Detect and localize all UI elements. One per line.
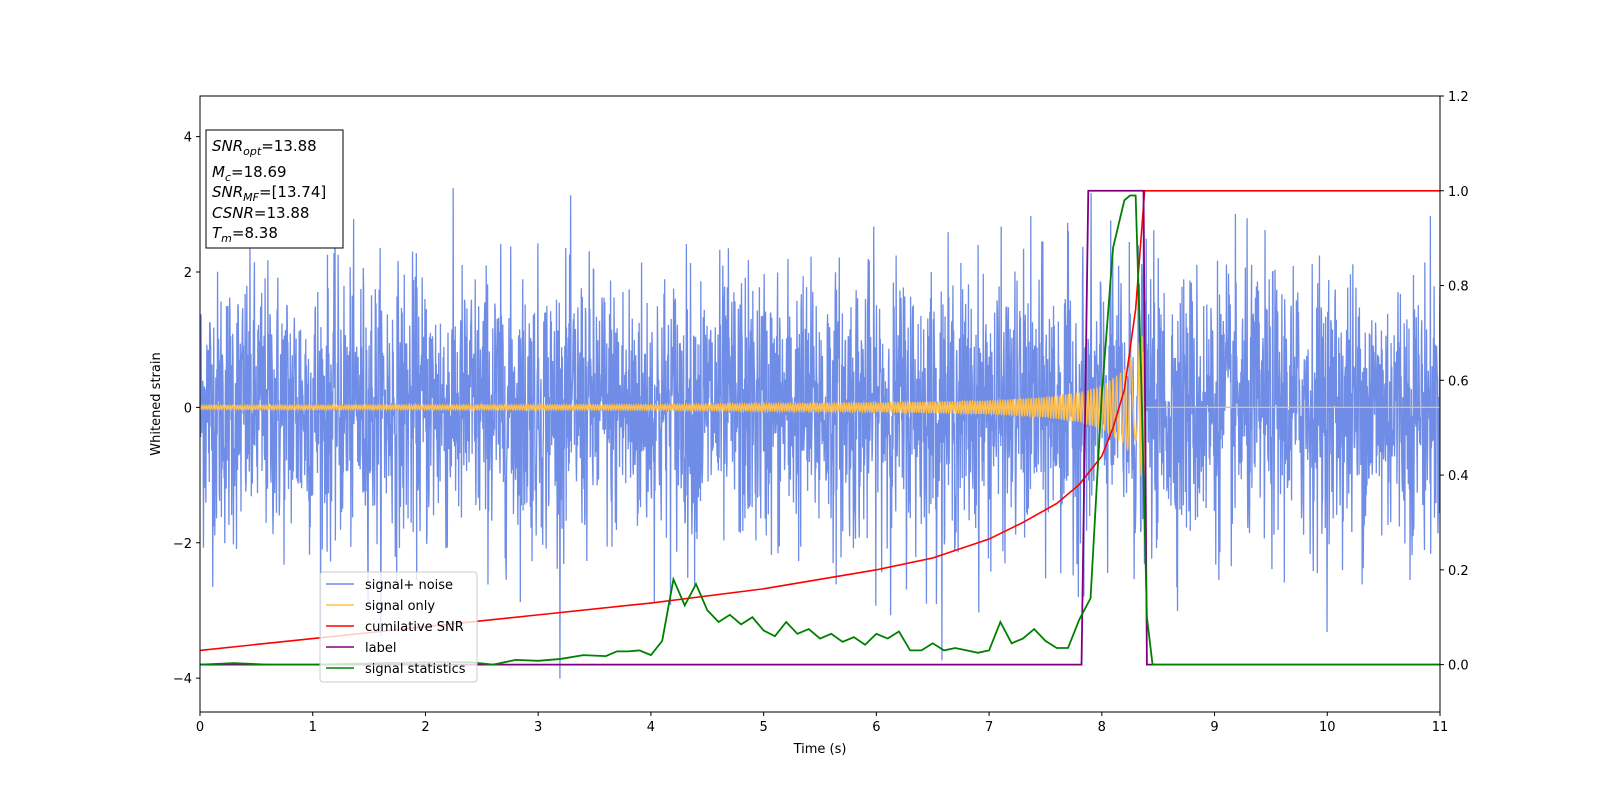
y2-tick-label: 1.0 bbox=[1448, 185, 1469, 200]
y-tick-label: 4 bbox=[184, 131, 192, 146]
x-tick-label: 6 bbox=[872, 720, 880, 735]
y2-tick-label: 1.2 bbox=[1448, 90, 1469, 105]
legend-label-signal-statistics: signal statistics bbox=[365, 662, 466, 677]
y2-tick-label: 0.4 bbox=[1448, 469, 1469, 484]
plot-frame bbox=[199, 95, 1441, 713]
info-snr-opt: SNRopt=13.88 bbox=[212, 137, 317, 158]
info-mc: Mc=18.69 bbox=[212, 163, 287, 184]
x-tick-label: 3 bbox=[534, 720, 542, 735]
plot-area bbox=[200, 188, 1440, 679]
x-tick-label: 5 bbox=[759, 720, 767, 735]
info-box: SNRopt=13.88 Mc=18.69 SNRMF=[13.74] CSNR… bbox=[205, 129, 344, 249]
x-tick-label: 4 bbox=[647, 720, 655, 735]
legend-label-signal-noise: signal+ noise bbox=[365, 578, 453, 593]
y-tick-label: 0 bbox=[184, 401, 192, 416]
legend-label-signal-only: signal only bbox=[365, 599, 435, 614]
y-axis-right: 0.0 0.2 0.4 0.6 0.8 1.0 1.2 bbox=[1440, 90, 1469, 674]
series-signal-statistics-line bbox=[200, 194, 1440, 666]
y2-tick-label: 0.8 bbox=[1448, 280, 1469, 295]
y-tick-label: −4 bbox=[173, 672, 192, 687]
series-signal-noise-line bbox=[200, 188, 1440, 679]
x-tick-label: 2 bbox=[421, 720, 429, 735]
y-tick-label: −2 bbox=[173, 537, 192, 552]
x-tick-label: 9 bbox=[1210, 720, 1218, 735]
x-tick-label: 11 bbox=[1432, 720, 1449, 735]
y2-tick-label: 0.6 bbox=[1448, 374, 1469, 389]
x-tick-label: 7 bbox=[985, 720, 993, 735]
series-cumilative-snr-line bbox=[200, 189, 1440, 652]
x-axis: 0 1 2 3 4 5 6 7 8 9 10 11 bbox=[196, 712, 1448, 735]
y2-tick-label: 0.0 bbox=[1448, 659, 1469, 674]
series-signal-only-line bbox=[200, 335, 1440, 483]
y2-tick-label: 0.2 bbox=[1448, 564, 1469, 579]
legend-label-cumilative-snr: cumilative SNR bbox=[365, 620, 464, 635]
x-tick-label: 10 bbox=[1319, 720, 1336, 735]
info-tm: Tm=8.38 bbox=[212, 224, 278, 245]
y-tick-label: 2 bbox=[184, 266, 192, 281]
legend-frame bbox=[319, 571, 478, 683]
legend-label-label: label bbox=[365, 641, 396, 656]
info-box-frame bbox=[205, 129, 344, 249]
x-tick-label: 0 bbox=[196, 720, 204, 735]
x-tick-label: 1 bbox=[309, 720, 317, 735]
info-snr-mf: SNRMF=[13.74] bbox=[212, 183, 326, 204]
info-csnr: CSNR=13.88 bbox=[212, 204, 309, 222]
legend: signal+ noise signal only cumilative SNR… bbox=[319, 571, 478, 683]
y-axis-label: Whitened strain bbox=[149, 352, 164, 455]
x-tick-label: 8 bbox=[1098, 720, 1106, 735]
x-axis-label: Time (s) bbox=[793, 742, 847, 757]
y-axis-left: −4 −2 0 2 4 bbox=[173, 131, 200, 687]
